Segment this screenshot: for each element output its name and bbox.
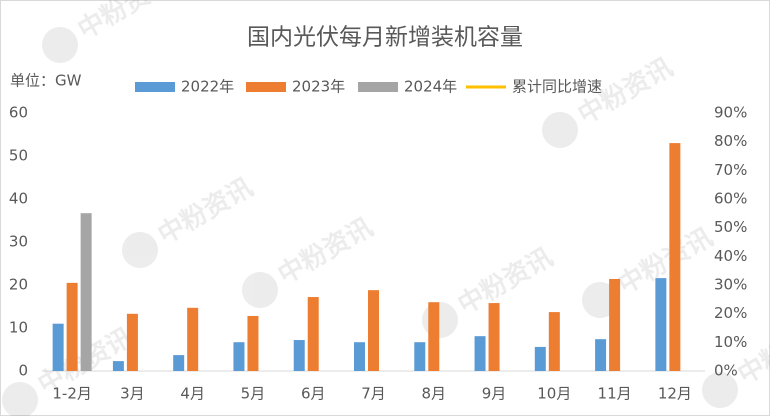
legend-label: 2024年 xyxy=(404,78,457,96)
bar xyxy=(293,340,305,371)
x-tick-label: 5月 xyxy=(241,385,266,403)
y-tick-label: 50 xyxy=(9,147,28,165)
y2-tick-label: 80% xyxy=(714,132,747,150)
bar xyxy=(52,323,64,371)
x-tick-label: 8月 xyxy=(421,385,446,403)
bar xyxy=(80,213,92,371)
bar xyxy=(655,278,667,371)
bar xyxy=(474,336,486,371)
legend-swatch xyxy=(246,82,286,92)
y-tick-label: 60 xyxy=(9,104,28,122)
watermark-logo xyxy=(242,272,278,308)
bar xyxy=(354,342,365,371)
chart-title: 国内光伏每月新增装机容量 xyxy=(247,25,523,51)
bar xyxy=(488,303,500,371)
legend-swatch xyxy=(135,82,175,92)
y2-tick-label: 10% xyxy=(714,333,747,351)
bar xyxy=(534,346,546,371)
y-tick-label: 20 xyxy=(9,276,28,294)
y2-tick-label: 50% xyxy=(714,218,747,236)
bar xyxy=(173,355,185,371)
legend-label: 2022年 xyxy=(181,78,234,96)
legend-swatch xyxy=(358,82,398,92)
legend-label: 2023年 xyxy=(292,78,345,96)
bar xyxy=(126,313,138,371)
watermark-logo xyxy=(122,232,158,268)
x-tick-label: 10月 xyxy=(537,385,571,403)
bar xyxy=(187,307,199,371)
bar xyxy=(233,342,245,371)
y-tick-label: 30 xyxy=(9,233,28,251)
x-tick-label: 3月 xyxy=(120,385,145,403)
watermark-logo xyxy=(2,382,38,416)
bar xyxy=(414,342,426,371)
y-tick-label: 40 xyxy=(9,190,28,208)
bar xyxy=(247,315,259,371)
watermark-logo xyxy=(582,282,618,318)
legend-label: 累计同比增速 xyxy=(512,78,602,96)
bar xyxy=(669,143,681,371)
bar xyxy=(595,339,607,371)
x-tick-label: 9月 xyxy=(482,385,507,403)
x-tick-label: 6月 xyxy=(301,385,326,403)
bar xyxy=(428,302,440,371)
x-tick-label: 1-2月 xyxy=(52,385,92,403)
y-tick-label: 10 xyxy=(9,319,28,337)
bar xyxy=(307,297,319,371)
watermark-logo xyxy=(42,27,78,63)
x-tick-label: 7月 xyxy=(361,385,386,403)
x-tick-label: 4月 xyxy=(180,385,205,403)
watermark-logo xyxy=(702,372,738,408)
y-tick-label: 0 xyxy=(18,362,28,380)
bar xyxy=(112,361,124,371)
y2-tick-label: 90% xyxy=(714,104,747,122)
y2-tick-label: 70% xyxy=(714,161,747,179)
y-axis-label: 单位：GW xyxy=(10,72,82,90)
bar xyxy=(66,282,78,371)
x-tick-label: 11月 xyxy=(598,385,632,403)
y2-tick-label: 30% xyxy=(714,276,747,294)
bar xyxy=(548,312,560,371)
bar xyxy=(368,290,379,371)
y2-tick-label: 60% xyxy=(714,190,747,208)
bar xyxy=(609,278,621,371)
y2-tick-label: 40% xyxy=(714,247,747,265)
watermark-logo xyxy=(542,112,578,148)
x-tick-label: 12月 xyxy=(658,385,692,403)
y2-tick-label: 0% xyxy=(714,362,738,380)
y2-tick-label: 20% xyxy=(714,304,747,322)
